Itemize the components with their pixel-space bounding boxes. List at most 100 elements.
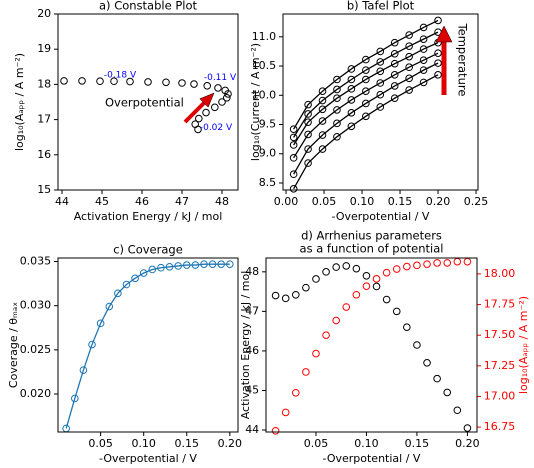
x-tick-label: 0.15 <box>388 195 413 208</box>
point <box>419 23 428 32</box>
plot-frame <box>265 257 478 433</box>
series-line <box>293 74 439 190</box>
point <box>208 260 217 268</box>
point <box>304 159 312 167</box>
point <box>352 264 361 273</box>
point <box>144 78 152 86</box>
point <box>390 59 399 68</box>
point <box>352 290 361 299</box>
point <box>362 55 370 64</box>
point <box>382 295 391 304</box>
point <box>126 77 134 86</box>
series-line <box>65 263 230 429</box>
annotation: Overpotential <box>105 96 184 110</box>
point <box>333 132 341 141</box>
point <box>304 145 312 153</box>
annotation: Temperature <box>456 23 470 97</box>
point <box>434 71 442 79</box>
annotation: -0.11 V <box>204 73 237 83</box>
point <box>281 294 290 303</box>
x-tick-label: 0.10 <box>350 195 375 208</box>
point <box>405 63 413 72</box>
point <box>60 77 68 85</box>
point <box>333 106 341 114</box>
point <box>372 282 381 291</box>
point <box>405 31 413 39</box>
y-tick-label: 8.5 <box>259 176 277 189</box>
point <box>114 289 122 298</box>
annotation: -0.18 V <box>104 70 137 80</box>
point <box>392 265 401 273</box>
x-tick-label: 0.05 <box>304 437 329 450</box>
chart-title: b) Tafel Plot <box>347 0 415 13</box>
point <box>333 85 341 94</box>
point <box>223 93 231 102</box>
x-tick-label: 0.20 <box>218 437 243 450</box>
point <box>434 49 442 57</box>
point <box>419 45 428 53</box>
point <box>433 259 441 267</box>
point <box>318 145 327 153</box>
point <box>182 261 191 269</box>
point <box>362 282 371 290</box>
y-axis-label: Coverage / θₘₐₓ <box>7 302 20 388</box>
y-axis-label: log₁₀(Current / A m⁻²) <box>249 43 262 161</box>
point <box>382 268 391 277</box>
point <box>217 260 226 268</box>
point <box>78 77 86 85</box>
arrow-head <box>435 25 453 43</box>
point <box>322 331 330 339</box>
point <box>403 262 411 271</box>
point <box>347 75 356 84</box>
point <box>312 275 320 283</box>
y-tick-label: 19 <box>37 42 51 55</box>
chart-title: d) Arrhenius parameters <box>301 229 442 243</box>
y-axis-label: log₁₀(Aₐₚₚ / A m⁻²) <box>13 53 26 151</box>
x-tick-label: 48 <box>215 195 229 208</box>
point <box>191 120 199 128</box>
point <box>122 280 131 289</box>
point <box>333 119 341 128</box>
series-line <box>293 62 439 175</box>
point <box>423 260 431 268</box>
point <box>88 340 96 349</box>
point <box>165 263 174 271</box>
point <box>463 424 472 432</box>
chart-title: c) Coverage <box>113 243 183 257</box>
point <box>333 75 341 84</box>
point <box>271 291 280 300</box>
x-axis-label: -Overpotential / V <box>323 452 421 465</box>
point <box>333 94 341 102</box>
point <box>289 154 298 162</box>
point <box>110 77 118 86</box>
point <box>405 74 413 83</box>
point <box>347 85 356 93</box>
point <box>174 262 182 270</box>
point <box>302 283 310 292</box>
y-tick-label: 44 <box>245 423 259 436</box>
point <box>162 78 170 87</box>
point <box>191 261 200 269</box>
x-axis-label: -Overpotential / V <box>332 210 430 223</box>
y-tick-label: 47 <box>245 304 259 317</box>
point <box>376 67 385 76</box>
y-tick-label: 46 <box>245 344 259 357</box>
point <box>304 100 312 109</box>
x-tick-label: 46 <box>135 195 149 208</box>
y-tick-label: 0.020 <box>20 387 52 400</box>
y-tick-label: 0.030 <box>20 299 52 312</box>
x-tick-label: 0.15 <box>405 437 430 450</box>
point <box>390 82 399 90</box>
series-line <box>293 52 439 159</box>
point <box>419 35 428 43</box>
point <box>178 79 186 87</box>
plot-frame <box>57 13 239 191</box>
point <box>289 125 298 133</box>
point <box>312 349 320 358</box>
point <box>226 260 234 268</box>
point <box>434 16 442 25</box>
point <box>304 130 312 139</box>
point <box>376 47 385 56</box>
x-tick-label: 47 <box>175 195 189 208</box>
